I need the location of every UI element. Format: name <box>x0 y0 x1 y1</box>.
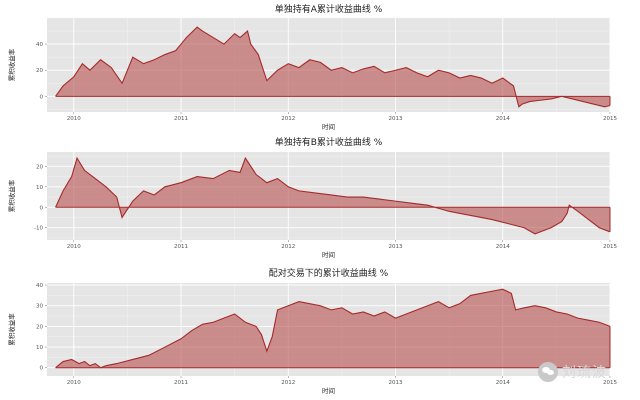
chart-3-x-axis-title: 时间 <box>322 386 335 395</box>
chart-1-y-axis-title: 累积收益率 <box>7 48 16 81</box>
chart-2-x-axis-title: 时间 <box>322 250 335 259</box>
chart-3-y-tick-label: 20 <box>36 324 43 330</box>
chart-1-y-tick-label: 20 <box>36 68 43 74</box>
watermark: 刘琉波 <box>538 360 638 384</box>
chart-2-x-tick-label: 2011 <box>174 244 188 250</box>
chart-3-title: 配对交易下的累计收益曲线 % <box>269 267 389 279</box>
chart-1-y-tick-label: 0 <box>40 94 44 100</box>
chart-1-y-tick-label: 40 <box>36 42 43 48</box>
chart-1-x-tick-label: 2011 <box>174 116 188 122</box>
chart-3-x-tick-label: 2012 <box>281 380 295 386</box>
wechat-icon <box>538 362 558 382</box>
chart-2-y-tick-label: 0 <box>40 205 44 211</box>
chart-3-x-tick-label: 2011 <box>174 380 188 386</box>
chart-3-y-tick-label: 10 <box>36 345 43 351</box>
chart-3-y-axis-title: 累积收益率 <box>7 313 16 346</box>
chart-2-y-tick-label: 20 <box>36 164 43 170</box>
chart-3-x-tick-label: 2015 <box>603 380 617 386</box>
chart-1-x-tick-label: 2013 <box>389 116 403 122</box>
chart-1-title: 单独持有A累计收益曲线 % <box>275 3 383 15</box>
chart-1-x-tick-label: 2014 <box>496 116 510 122</box>
chart-1-x-axis-title: 时间 <box>322 122 335 131</box>
chart-1-x-tick-label: 2012 <box>281 116 295 122</box>
chart-2-x-tick-label: 2015 <box>603 244 617 250</box>
chart-1-x-tick-label: 2015 <box>603 116 617 122</box>
chart-2-y-tick-label: -10 <box>34 226 43 232</box>
chart-2-x-tick-label: 2013 <box>389 244 403 250</box>
chart-2-y-axis-title: 累积收益率 <box>7 179 16 212</box>
watermark-text: 刘琉波 <box>562 365 607 381</box>
chart-2-x-tick-label: 2012 <box>281 244 295 250</box>
chart-1-series-line <box>55 26 611 108</box>
chart-3-x-tick-label: 2014 <box>496 380 510 386</box>
chart-3-x-tick-label: 2010 <box>67 380 81 386</box>
chart-2-area <box>55 158 611 234</box>
chart-2-x-tick-label: 2010 <box>67 244 81 250</box>
chart-2-x-tick-label: 2014 <box>496 244 510 250</box>
chart-3-series-line <box>55 288 611 369</box>
chart-2-title: 单独持有B累计收益曲线 % <box>275 136 383 148</box>
chart-1-area <box>55 27 611 107</box>
chart-3-area <box>55 289 611 368</box>
chart-3-x-tick-label: 2013 <box>389 380 403 386</box>
chart-2-y-tick-label: 10 <box>36 185 43 191</box>
chart-3-y-tick-label: 40 <box>36 283 43 289</box>
chart-1-x-tick-label: 2010 <box>67 116 81 122</box>
chart-3-y-tick-label: 0 <box>40 366 44 372</box>
chart-3-y-tick-label: 30 <box>36 304 43 310</box>
